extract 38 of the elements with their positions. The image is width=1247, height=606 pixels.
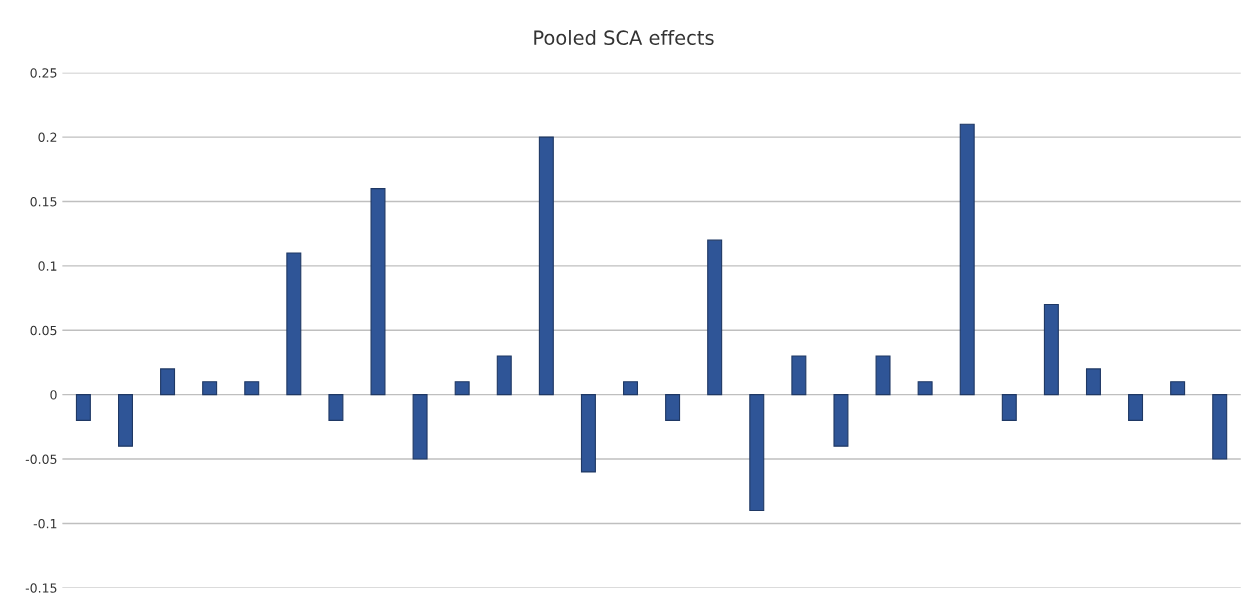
bar bbox=[1128, 394, 1144, 421]
bar bbox=[833, 394, 849, 447]
bar bbox=[328, 394, 344, 421]
bar bbox=[707, 239, 723, 396]
bar bbox=[160, 368, 176, 396]
bar bbox=[1085, 368, 1101, 396]
bar bbox=[538, 136, 554, 396]
bar bbox=[75, 394, 91, 421]
bar bbox=[412, 394, 428, 460]
bar bbox=[875, 355, 891, 396]
chart-title: Pooled SCA effects bbox=[534, 29, 714, 46]
bar bbox=[370, 188, 386, 396]
y-tick-label: 0.25 bbox=[30, 68, 57, 78]
bar bbox=[917, 381, 933, 396]
bar bbox=[117, 394, 133, 447]
y-tick-label: 0 bbox=[50, 390, 57, 400]
bar bbox=[286, 252, 302, 396]
bar bbox=[454, 381, 470, 396]
bar bbox=[1001, 394, 1017, 421]
y-tick-label: -0.05 bbox=[25, 454, 57, 464]
bar bbox=[496, 355, 512, 396]
bar bbox=[1212, 394, 1228, 460]
y-tick-label: 0.05 bbox=[30, 325, 57, 336]
y-tick-label: -0.1 bbox=[33, 518, 57, 529]
bar bbox=[959, 123, 975, 396]
bar bbox=[791, 355, 807, 396]
y-tick-label: 0.2 bbox=[38, 132, 57, 143]
y-tick-label: 0.1 bbox=[38, 261, 57, 271]
bar bbox=[1043, 303, 1059, 396]
bar bbox=[580, 394, 596, 473]
bar bbox=[202, 381, 218, 396]
bar bbox=[749, 394, 765, 512]
bar bbox=[1170, 381, 1186, 396]
bar bbox=[665, 394, 681, 421]
bar bbox=[244, 381, 260, 396]
y-tick-label: -0.15 bbox=[25, 583, 57, 593]
y-tick-label: 0.15 bbox=[30, 196, 57, 207]
bar bbox=[623, 381, 639, 396]
